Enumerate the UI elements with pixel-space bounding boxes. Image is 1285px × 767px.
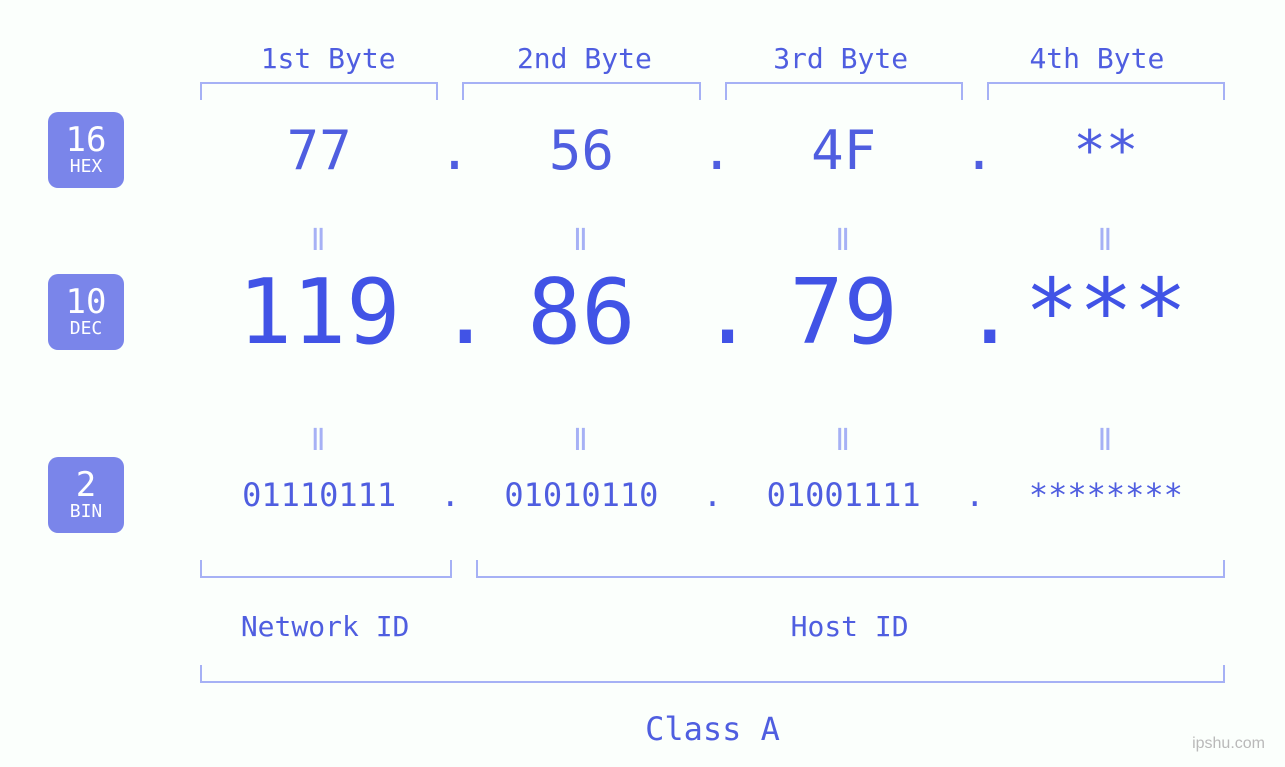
eq-1-4: ǁ (987, 223, 1225, 258)
hex-dot-1: . (438, 119, 462, 182)
dec-dot-3: . (963, 260, 987, 365)
watermark: ipshu.com (1192, 735, 1265, 753)
network-host-brackets (200, 560, 1225, 578)
bin-dot-1: . (438, 476, 462, 514)
hex-byte-3: 4F (725, 119, 963, 182)
bin-byte-1: 01110111 (200, 476, 438, 514)
hex-dot-3: . (963, 119, 987, 182)
eq-2-2: ǁ (462, 423, 700, 458)
byte-header-2: 2nd Byte (456, 42, 712, 75)
network-id-label: Network ID (200, 610, 450, 643)
eq-2-1: ǁ (200, 423, 438, 458)
eq-2-4: ǁ (987, 423, 1225, 458)
bin-badge-num: 2 (76, 468, 96, 504)
dec-dot-2: . (701, 260, 725, 365)
byte-headers: 1st Byte 2nd Byte 3rd Byte 4th Byte (200, 42, 1225, 75)
bin-dot-2: . (701, 476, 725, 514)
bin-dot-3: . (963, 476, 987, 514)
bracket-top-4 (987, 82, 1225, 100)
network-bracket (200, 560, 452, 578)
network-host-labels: Network ID Host ID (200, 610, 1225, 643)
bracket-top-2 (462, 82, 700, 100)
dec-values: 119 . 86 . 79 . *** (200, 260, 1225, 365)
hex-byte-2: 56 (462, 119, 700, 182)
bracket-top-1 (200, 82, 438, 100)
class-bracket (200, 665, 1225, 683)
dec-byte-2: 86 (462, 260, 700, 365)
dec-dot-1: . (438, 260, 462, 365)
bin-byte-4: ******** (987, 476, 1225, 514)
byte-header-3: 3rd Byte (713, 42, 969, 75)
host-id-label: Host ID (474, 610, 1225, 643)
bin-badge-txt: BIN (70, 503, 103, 522)
hex-badge-txt: HEX (70, 158, 103, 177)
host-bracket (476, 560, 1225, 578)
hex-byte-4: ** (987, 119, 1225, 182)
dec-byte-4: *** (987, 260, 1225, 365)
byte-header-brackets (200, 82, 1225, 100)
dec-byte-3: 79 (725, 260, 963, 365)
bin-byte-3: 01001111 (725, 476, 963, 514)
byte-header-4: 4th Byte (969, 42, 1225, 75)
eq-2-3: ǁ (725, 423, 963, 458)
hex-values: 77 . 56 . 4F . ** (200, 119, 1225, 182)
hex-badge: 16 HEX (48, 112, 124, 188)
eq-1-3: ǁ (725, 223, 963, 258)
eq-1-1: ǁ (200, 223, 438, 258)
dec-badge: 10 DEC (48, 274, 124, 350)
hex-byte-1: 77 (200, 119, 438, 182)
dec-byte-1: 119 (200, 260, 438, 365)
bin-values: 01110111 . 01010110 . 01001111 . *******… (200, 476, 1225, 514)
eq-1-2: ǁ (462, 223, 700, 258)
class-label: Class A (200, 710, 1225, 748)
dec-badge-txt: DEC (70, 320, 103, 339)
bin-byte-2: 01010110 (462, 476, 700, 514)
hex-dot-2: . (701, 119, 725, 182)
dec-badge-num: 10 (66, 285, 107, 321)
byte-header-1: 1st Byte (200, 42, 456, 75)
hex-badge-num: 16 (66, 123, 107, 159)
bracket-top-3 (725, 82, 963, 100)
bin-badge: 2 BIN (48, 457, 124, 533)
